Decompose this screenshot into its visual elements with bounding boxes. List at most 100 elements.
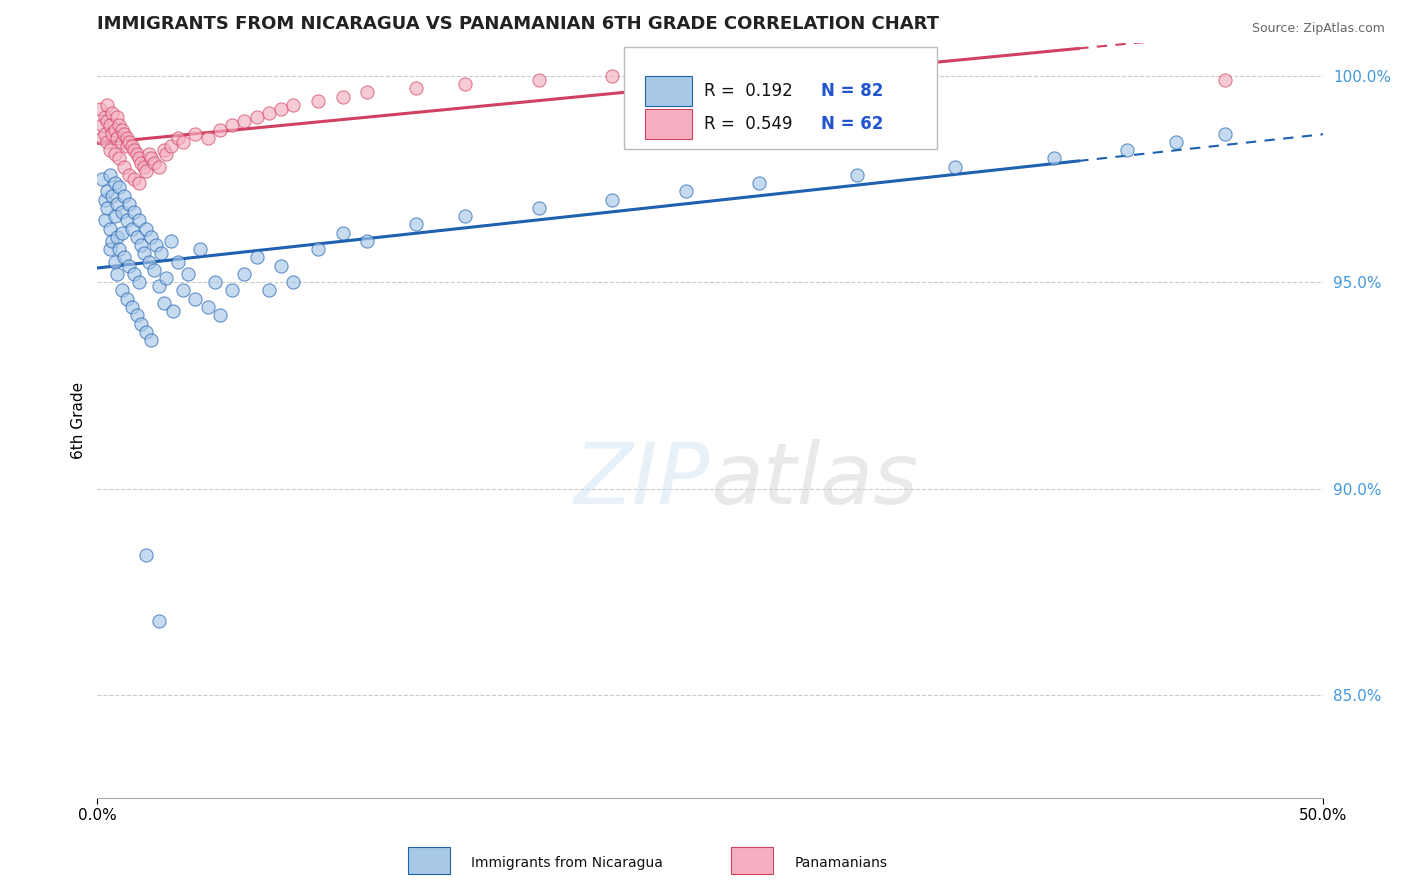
- Point: [155, 147, 177, 161]
- Point: [1042, 152, 1064, 166]
- Point: [125, 147, 148, 161]
- Point: [135, 163, 157, 178]
- Point: [221, 284, 243, 298]
- Text: IMMIGRANTS FROM NICARAGUA VS PANAMANIAN 6TH GRADE CORRELATION CHART: IMMIGRANTS FROM NICARAGUA VS PANAMANIAN …: [97, 15, 939, 33]
- Point: [122, 205, 145, 219]
- Y-axis label: 6th Grade: 6th Grade: [72, 382, 86, 459]
- Point: [131, 317, 153, 331]
- Point: [145, 238, 167, 252]
- Point: [111, 226, 134, 240]
- Point: [125, 230, 148, 244]
- Text: Immigrants from Nicaragua: Immigrants from Nicaragua: [471, 856, 662, 871]
- Text: Panamanians: Panamanians: [794, 856, 887, 871]
- Point: [128, 176, 150, 190]
- Point: [141, 333, 163, 347]
- Point: [91, 172, 114, 186]
- Point: [98, 221, 121, 235]
- Point: [162, 304, 184, 318]
- Point: [121, 139, 143, 153]
- Point: [111, 135, 134, 149]
- Point: [128, 152, 150, 166]
- Point: [101, 106, 124, 120]
- Bar: [645, 109, 692, 139]
- Point: [93, 110, 115, 124]
- Point: [148, 160, 170, 174]
- Point: [135, 325, 157, 339]
- Point: [105, 197, 128, 211]
- Point: [112, 188, 135, 202]
- Point: [115, 130, 138, 145]
- Point: [125, 308, 148, 322]
- Point: [846, 168, 869, 182]
- Text: Source: ZipAtlas.com: Source: ZipAtlas.com: [1251, 22, 1385, 36]
- Point: [111, 205, 134, 219]
- Point: [132, 160, 155, 174]
- Text: N = 62: N = 62: [821, 115, 883, 133]
- Point: [108, 119, 131, 133]
- Point: [184, 127, 207, 141]
- Point: [233, 267, 256, 281]
- Point: [945, 160, 967, 174]
- Point: [270, 259, 292, 273]
- Point: [121, 300, 143, 314]
- Point: [98, 242, 121, 256]
- Point: [122, 143, 145, 157]
- Point: [108, 152, 131, 166]
- Point: [112, 127, 135, 141]
- Point: [118, 135, 141, 149]
- Point: [246, 251, 269, 265]
- Point: [1213, 127, 1236, 141]
- Point: [454, 77, 477, 91]
- Point: [101, 234, 124, 248]
- Point: [332, 226, 354, 240]
- Text: ZIP: ZIP: [574, 440, 710, 523]
- FancyBboxPatch shape: [624, 46, 938, 149]
- Point: [131, 155, 153, 169]
- Point: [204, 275, 226, 289]
- Point: [405, 218, 427, 232]
- Point: [197, 300, 219, 314]
- Point: [699, 69, 721, 83]
- Point: [89, 102, 111, 116]
- Point: [135, 221, 157, 235]
- Text: R =  0.192: R = 0.192: [704, 82, 793, 100]
- Point: [93, 193, 115, 207]
- Point: [98, 143, 121, 157]
- Point: [148, 279, 170, 293]
- Point: [332, 89, 354, 103]
- Point: [246, 110, 269, 124]
- Point: [221, 119, 243, 133]
- Point: [167, 254, 190, 268]
- Point: [141, 230, 163, 244]
- Point: [600, 193, 623, 207]
- Point: [103, 254, 125, 268]
- Point: [93, 213, 115, 227]
- Text: atlas: atlas: [710, 440, 918, 523]
- Point: [131, 238, 153, 252]
- Point: [1166, 135, 1188, 149]
- Point: [91, 130, 114, 145]
- Point: [115, 292, 138, 306]
- Point: [111, 122, 134, 136]
- Point: [148, 614, 170, 628]
- Point: [93, 127, 115, 141]
- Point: [600, 69, 623, 83]
- Point: [111, 284, 134, 298]
- Point: [150, 246, 173, 260]
- Point: [122, 172, 145, 186]
- Point: [141, 152, 163, 166]
- Point: [208, 308, 231, 322]
- Point: [138, 147, 160, 161]
- Point: [103, 122, 125, 136]
- Point: [135, 548, 157, 562]
- Point: [118, 197, 141, 211]
- Point: [675, 185, 697, 199]
- Point: [257, 106, 280, 120]
- Point: [108, 242, 131, 256]
- Point: [152, 296, 174, 310]
- Point: [208, 122, 231, 136]
- Point: [112, 160, 135, 174]
- Point: [128, 213, 150, 227]
- Point: [197, 130, 219, 145]
- Point: [160, 234, 183, 248]
